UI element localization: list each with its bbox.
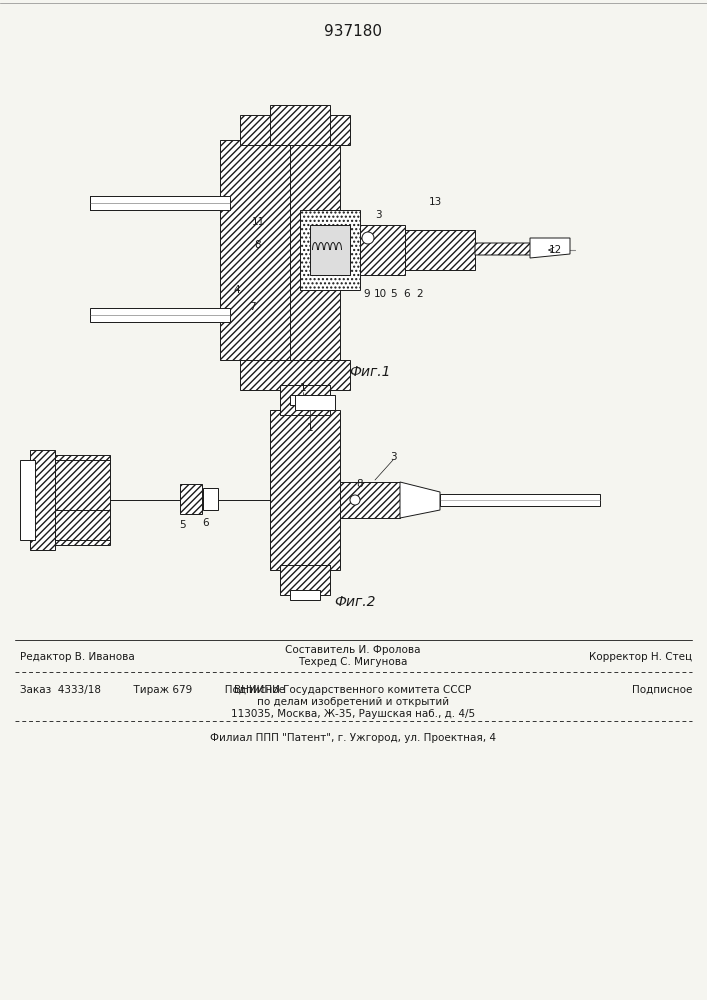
Text: Составитель И. Фролова: Составитель И. Фролова: [285, 645, 421, 655]
Polygon shape: [530, 238, 570, 258]
Text: 3: 3: [375, 210, 381, 220]
Polygon shape: [475, 243, 545, 255]
Bar: [50, 455, 110, 545]
Text: 937180: 937180: [324, 24, 382, 39]
Text: ВНИИПИ Государственного комитета СССР: ВНИИПИ Государственного комитета СССР: [235, 685, 472, 695]
Text: 9: 9: [363, 289, 370, 299]
Text: Техред С. Мигунова: Техред С. Мигунова: [298, 657, 408, 667]
Text: Филиал ППП "Патент", г. Ужгород, ул. Проектная, 4: Филиал ППП "Патент", г. Ужгород, ул. Про…: [210, 733, 496, 743]
Text: по делам изобретений и открытий: по делам изобретений и открытий: [257, 697, 449, 707]
Bar: [360, 225, 405, 275]
Text: 1: 1: [307, 423, 313, 433]
Circle shape: [350, 495, 360, 505]
Text: 4: 4: [234, 285, 240, 295]
Polygon shape: [400, 482, 440, 518]
Bar: [295, 395, 335, 410]
Bar: [440, 494, 600, 506]
Text: 6: 6: [203, 518, 209, 528]
Bar: [290, 385, 320, 440]
Text: 10: 10: [373, 289, 387, 299]
Text: 13: 13: [428, 197, 442, 207]
Text: Подписное: Подписное: [631, 685, 692, 695]
Bar: [340, 482, 400, 518]
Bar: [30, 450, 55, 550]
Text: Фиг.1: Фиг.1: [349, 365, 391, 379]
Text: 7: 7: [249, 302, 255, 312]
Text: Корректор Н. Стец: Корректор Н. Стец: [589, 652, 692, 662]
Circle shape: [362, 232, 374, 244]
Text: Заказ  4333/18          Тираж 679          Подписное: Заказ 4333/18 Тираж 679 Подписное: [20, 685, 285, 695]
Bar: [405, 230, 475, 270]
Bar: [270, 410, 340, 570]
Text: 8: 8: [255, 240, 262, 250]
Bar: [270, 105, 330, 145]
Bar: [220, 140, 310, 360]
Bar: [240, 115, 350, 145]
Text: 3: 3: [390, 452, 397, 462]
Bar: [180, 484, 202, 514]
Bar: [90, 196, 230, 210]
Bar: [280, 565, 330, 595]
Bar: [290, 140, 340, 360]
Text: 8: 8: [357, 479, 363, 489]
Bar: [280, 385, 330, 415]
Bar: [20, 460, 35, 540]
Text: 2: 2: [416, 289, 423, 299]
Text: 12: 12: [549, 245, 561, 255]
Text: Редактор В. Иванова: Редактор В. Иванова: [20, 652, 135, 662]
Bar: [290, 590, 320, 600]
Text: 5: 5: [391, 289, 397, 299]
Text: 5: 5: [180, 520, 187, 530]
Text: 6: 6: [404, 289, 410, 299]
Text: 11: 11: [252, 217, 264, 227]
Bar: [90, 308, 230, 322]
Bar: [240, 360, 350, 390]
Text: Фиг.2: Фиг.2: [334, 595, 375, 609]
Text: 1: 1: [300, 383, 306, 393]
Text: 113035, Москва, Ж-35, Раушская наб., д. 4/5: 113035, Москва, Ж-35, Раушская наб., д. …: [231, 709, 475, 719]
Bar: [300, 210, 360, 290]
Bar: [290, 395, 320, 405]
Bar: [203, 488, 218, 510]
Bar: [310, 225, 350, 275]
